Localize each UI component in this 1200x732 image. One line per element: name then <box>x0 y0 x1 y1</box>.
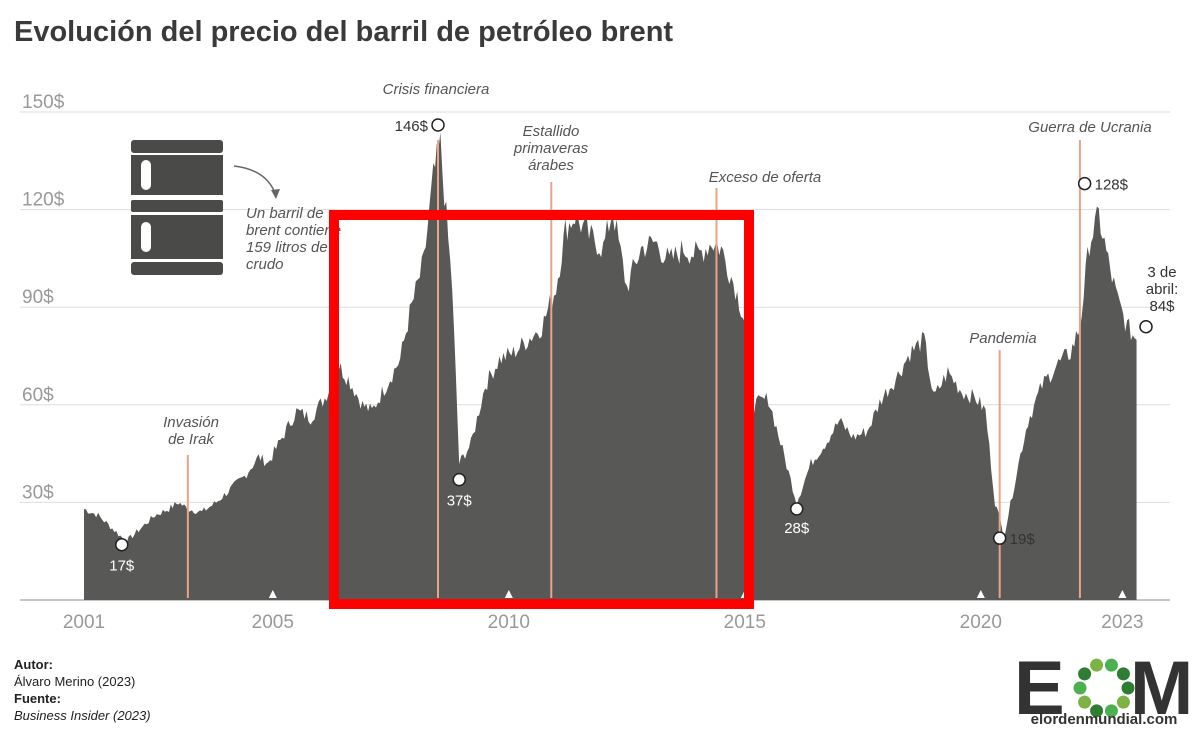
x-tick-label: 2020 <box>960 612 1002 633</box>
event-label: Exceso de oferta <box>709 169 822 186</box>
author-label: Autor: <box>14 657 53 672</box>
tick-triangle <box>1118 590 1127 598</box>
logo-dot <box>1116 667 1130 681</box>
barrel-note: Un barril de brent contiene 159 litros de c… <box>246 205 341 273</box>
event-label: Estallido primaveras árabes <box>513 123 589 174</box>
y-tick-label: 150$ <box>22 92 65 113</box>
price-marker-label: 19$ <box>1010 531 1036 548</box>
logo-dot <box>1104 704 1118 718</box>
svg-text:M: M <box>1130 646 1192 731</box>
price-marker <box>431 118 445 132</box>
x-tick-label: 2010 <box>488 612 530 633</box>
logo-dot <box>1090 658 1104 672</box>
event-label: Invasión de Irak <box>163 414 219 448</box>
x-tick-labels: 2001 2005 2010 2015 2020 2023 <box>63 590 1144 633</box>
logo-dot <box>1078 667 1092 681</box>
price-marker <box>452 472 466 487</box>
logo-dot <box>1104 658 1118 672</box>
event-label: Crisis financiera <box>383 81 490 98</box>
barrel-arrow-icon <box>233 165 277 197</box>
logo-dot <box>1078 695 1092 709</box>
price-markers: 17$ 146$ 37$ 28$ 19$ 128$ 3 de abril: 84$ <box>109 118 1178 575</box>
price-marker-label: 128$ <box>1095 177 1129 194</box>
y-tick-label: 60$ <box>22 385 54 406</box>
logo-dot <box>1073 681 1087 695</box>
eom-logo: E M <box>1014 646 1192 731</box>
barrel-icon <box>131 140 223 275</box>
logo-dot <box>1116 695 1130 709</box>
price-marker <box>789 502 804 516</box>
price-marker <box>1139 319 1153 334</box>
svg-text:E: E <box>1014 646 1065 731</box>
y-tick-label: 120$ <box>22 190 65 211</box>
x-tick-label: 2001 <box>63 612 105 633</box>
tick-triangle <box>268 590 277 598</box>
price-marker <box>1077 176 1092 191</box>
price-marker-label: 146$ <box>395 118 429 135</box>
logo-dot <box>1090 704 1104 718</box>
source-label: Fuente: <box>14 691 61 706</box>
price-area-series <box>84 132 1137 600</box>
price-marker-label: 28$ <box>784 520 810 537</box>
x-tick-label: 2015 <box>724 612 766 633</box>
y-tick-label: 30$ <box>22 482 54 503</box>
price-marker-label: 3 de abril: 84$ <box>1146 264 1179 315</box>
tick-triangle <box>504 590 513 598</box>
price-marker-label: 17$ <box>109 558 135 575</box>
event-label: Pandemia <box>969 330 1037 347</box>
y-tick-label: 90$ <box>22 287 54 308</box>
highlight-box <box>329 210 754 609</box>
author: Álvaro Merino (2023) <box>14 674 136 689</box>
page-title: Evolución del precio del barril de petró… <box>14 16 674 48</box>
logo-dot <box>1121 681 1135 695</box>
price-marker <box>992 531 1007 545</box>
logo-ring-icon <box>1073 658 1135 718</box>
y-tick-labels: 30$ 60$ 90$ 120$ 150$ <box>22 92 65 503</box>
logo-url: elordenmundial.com <box>1030 711 1178 728</box>
source: Business Insider (2023) <box>14 708 151 723</box>
x-tick-label: 2023 <box>1101 612 1143 633</box>
x-tick-label: 2005 <box>252 612 294 633</box>
credits: Autor: Álvaro Merino (2023) Fuente: Busi… <box>14 656 151 724</box>
event-labels: Invasión de Irak Crisis financiera Estallid… <box>163 81 1152 448</box>
event-label: Guerra de Ucrania <box>1028 119 1151 136</box>
price-marker-label: 37$ <box>447 493 473 510</box>
price-marker <box>115 537 129 552</box>
tick-triangle <box>976 590 985 598</box>
